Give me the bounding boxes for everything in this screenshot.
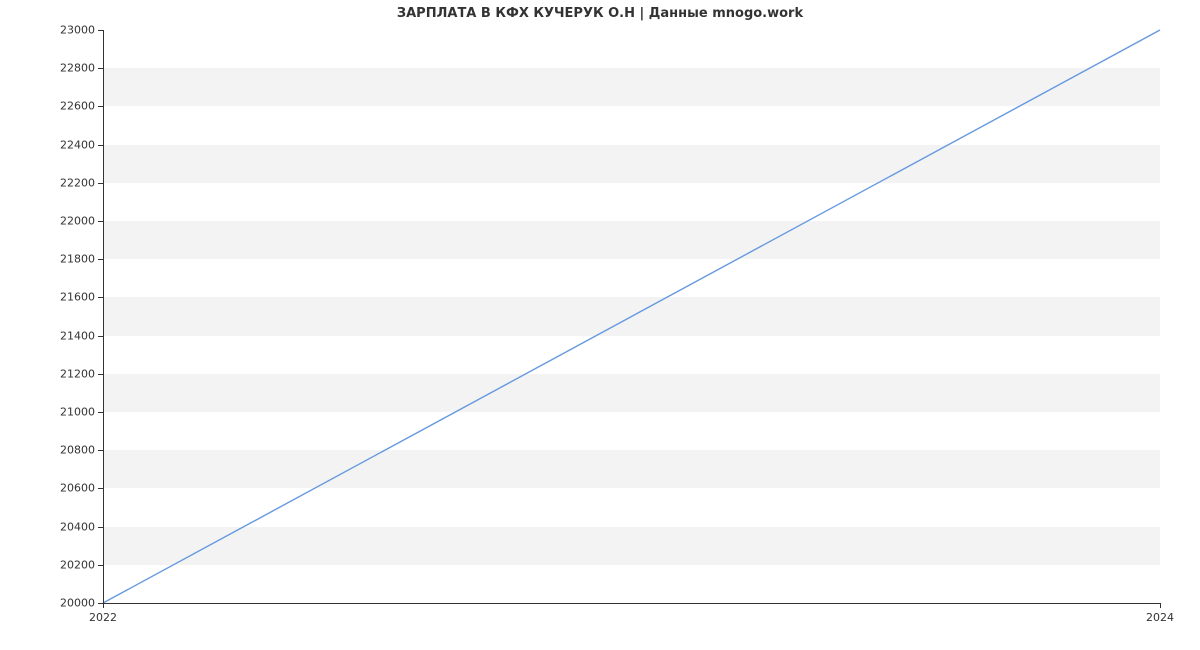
y-tick-label: 22200 bbox=[60, 176, 103, 189]
salary-line-chart: ЗАРПЛАТА В КФХ КУЧЕРУК О.Н | Данные mnog… bbox=[0, 0, 1200, 650]
series-line bbox=[103, 30, 1160, 603]
y-tick-label: 21600 bbox=[60, 291, 103, 304]
y-tick-label: 21400 bbox=[60, 329, 103, 342]
y-tick-label: 22600 bbox=[60, 100, 103, 113]
y-tick-label: 20800 bbox=[60, 444, 103, 457]
plot-area: 2000020200204002060020800210002120021400… bbox=[103, 30, 1160, 603]
y-tick-label: 23000 bbox=[60, 24, 103, 37]
x-tick-mark bbox=[1160, 603, 1161, 608]
y-tick-label: 20200 bbox=[60, 558, 103, 571]
y-tick-label: 20400 bbox=[60, 520, 103, 533]
y-tick-label: 20600 bbox=[60, 482, 103, 495]
chart-title: ЗАРПЛАТА В КФХ КУЧЕРУК О.Н | Данные mnog… bbox=[0, 6, 1200, 21]
x-axis-line bbox=[103, 603, 1160, 604]
y-tick-label: 22000 bbox=[60, 215, 103, 228]
y-tick-label: 22800 bbox=[60, 62, 103, 75]
y-tick-label: 22400 bbox=[60, 138, 103, 151]
y-tick-label: 21000 bbox=[60, 406, 103, 419]
y-tick-label: 21800 bbox=[60, 253, 103, 266]
y-tick-label: 21200 bbox=[60, 367, 103, 380]
y-axis-line bbox=[103, 30, 104, 603]
line-layer bbox=[103, 30, 1160, 603]
